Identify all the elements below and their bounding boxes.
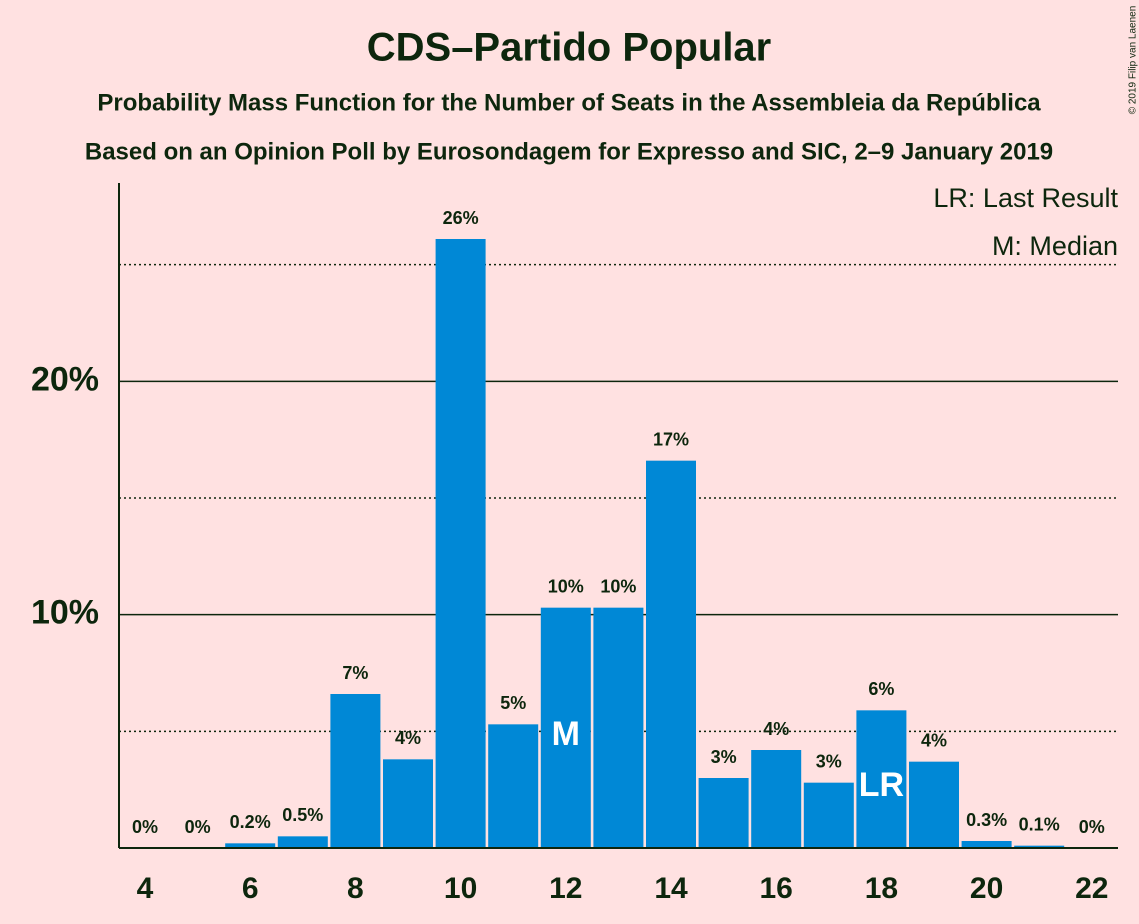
value-label: 7% xyxy=(342,663,368,683)
copyright: © 2019 Filip van Laenen xyxy=(1128,6,1139,115)
x-tick-label: 10 xyxy=(444,872,477,905)
bar xyxy=(646,460,696,848)
x-tick-label: 12 xyxy=(549,872,582,905)
value-label: 4% xyxy=(395,728,421,748)
bar xyxy=(698,778,749,848)
bar-annotation: LR xyxy=(859,766,904,804)
bar xyxy=(803,782,854,848)
value-label: 0.1% xyxy=(1019,814,1060,834)
x-tick-label: 18 xyxy=(865,872,898,905)
value-label: 26% xyxy=(443,208,479,228)
value-label: 0.5% xyxy=(282,805,323,825)
bar-annotation: M xyxy=(552,715,580,753)
x-tick-label: 4 xyxy=(137,872,154,905)
x-tick-label: 6 xyxy=(242,872,259,905)
value-label: 10% xyxy=(548,576,584,596)
bar xyxy=(909,761,959,848)
y-tick-label: 20% xyxy=(31,360,99,398)
x-tick-label: 16 xyxy=(760,872,793,905)
legend-entry: M: Median xyxy=(992,231,1118,261)
value-label: 6% xyxy=(868,679,894,699)
value-label: 0% xyxy=(185,817,211,837)
value-label: 4% xyxy=(921,730,947,750)
x-tick-label: 20 xyxy=(970,872,1003,905)
bar xyxy=(856,710,907,848)
x-tick-label: 8 xyxy=(347,872,364,905)
chart-title: CDS–Partido Popular xyxy=(367,26,772,70)
value-label: 0% xyxy=(132,817,158,837)
bar xyxy=(593,607,644,848)
bar xyxy=(1014,845,1065,848)
bar xyxy=(277,836,328,848)
x-tick-label: 22 xyxy=(1075,872,1108,905)
bar xyxy=(330,694,381,848)
value-label: 10% xyxy=(600,576,636,596)
chart-subtitle: Based on an Opinion Poll by Eurosondagem… xyxy=(85,138,1053,165)
bar xyxy=(961,841,1012,848)
value-label: 0.2% xyxy=(230,812,271,832)
value-label: 17% xyxy=(653,429,689,449)
value-label: 3% xyxy=(711,747,737,767)
value-label: 0.3% xyxy=(966,810,1007,830)
y-tick-label: 10% xyxy=(31,594,99,632)
value-label: 0% xyxy=(1079,817,1105,837)
bar xyxy=(383,759,433,848)
bar xyxy=(435,239,486,848)
value-label: 5% xyxy=(500,693,526,713)
bar xyxy=(751,750,802,848)
chart-subtitle: Probability Mass Function for the Number… xyxy=(97,89,1041,116)
value-label: 4% xyxy=(763,719,789,739)
value-label: 3% xyxy=(816,751,842,771)
legend-entry: LR: Last Result xyxy=(933,183,1118,213)
bar xyxy=(540,607,591,848)
bar xyxy=(488,724,539,848)
x-tick-label: 14 xyxy=(654,872,688,905)
bar xyxy=(225,843,276,848)
